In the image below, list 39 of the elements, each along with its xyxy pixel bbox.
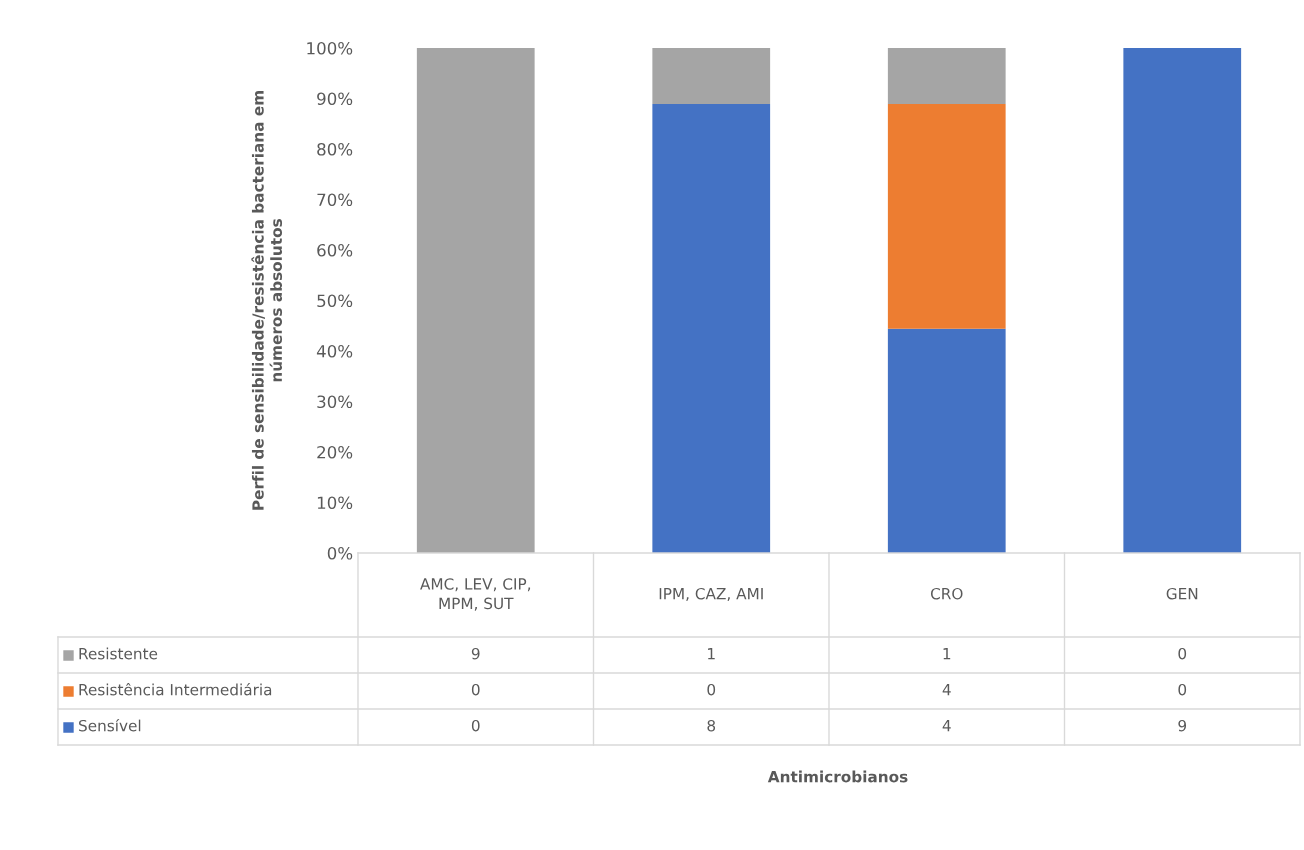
text: 0	[707, 683, 716, 696]
bar	[416, 48, 535, 553]
y-tick-label: 50%	[317, 294, 353, 308]
text: Antimicrobianos	[767, 770, 908, 783]
text: 0	[1178, 683, 1187, 696]
y-tick-label: 40%	[316, 344, 353, 358]
x-tick-label: AMC, LEV, CIP, MPM, SUT	[420, 578, 531, 611]
bar	[652, 104, 771, 553]
text: 4	[942, 684, 951, 696]
y-tick-label: 10%	[317, 496, 353, 510]
y-tick-label: 90%	[317, 92, 353, 106]
text: 1	[943, 648, 951, 660]
legend-label: Resistente	[79, 647, 158, 660]
bar	[1123, 48, 1242, 553]
legend-label: Resistência Intermediária	[79, 683, 272, 696]
text: 0	[471, 683, 480, 696]
bar	[887, 328, 1006, 553]
y-tick-label: 60%	[317, 243, 353, 257]
x-tick-label: IPM, CAZ, AMI	[659, 587, 763, 601]
text: 8	[707, 719, 716, 732]
y-tick-label: 70%	[317, 193, 353, 207]
x-tick-label: GEN	[1166, 587, 1198, 600]
y-tick-label: 30%	[317, 395, 353, 409]
text: 0	[471, 719, 480, 732]
text: 9	[471, 647, 480, 660]
y-tick-label: 0%	[327, 546, 353, 560]
legend-label: Sensível	[79, 719, 141, 732]
bar	[887, 48, 1006, 105]
x-tick-label: CRO	[930, 587, 963, 600]
text: 1	[708, 648, 715, 660]
text: 9	[1178, 719, 1187, 732]
bar	[887, 104, 1006, 329]
y-tick-label: 80%	[317, 142, 353, 156]
text: 4	[942, 720, 951, 732]
y-tick-label: 20%	[317, 445, 353, 459]
text: 0	[1178, 647, 1187, 660]
bar	[652, 48, 771, 105]
y-tick-label: 100%	[307, 41, 353, 55]
y-axis-title: Perfil de sensibilidade/resistência bacteriana em números absolutos	[251, 91, 283, 510]
